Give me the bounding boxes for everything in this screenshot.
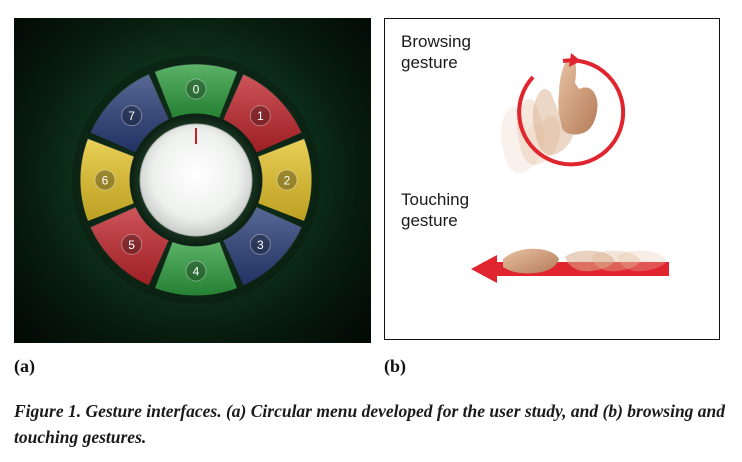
- panel-a-circular-menu: 0 1 2 3 4 5 6 7: [14, 18, 371, 343]
- touching-hand-trail: [565, 250, 667, 272]
- menu-segment-0[interactable]: [153, 63, 239, 120]
- segment-badge-2: 2: [276, 169, 298, 191]
- menu-segment-2[interactable]: [256, 137, 313, 223]
- menu-segment-6[interactable]: [79, 137, 136, 223]
- circular-arrow-icon: [517, 53, 626, 167]
- segment-badge-4: 4: [185, 260, 207, 282]
- circular-menu: 0 1 2 3 4 5 6 7: [72, 56, 320, 304]
- menu-segment-3[interactable]: [222, 206, 303, 287]
- menu-segment-7[interactable]: [89, 73, 170, 154]
- hand-icon: [558, 58, 598, 135]
- hand-icon-touch: [503, 248, 559, 274]
- segment-number-3: 3: [257, 238, 264, 252]
- segment-badge-5: 5: [121, 233, 143, 255]
- browsing-gesture-label: Browsing gesture: [401, 32, 471, 72]
- panel-b-gestures: Browsing gesture Touching gesture: [384, 18, 720, 340]
- segment-number-2: 2: [284, 174, 291, 188]
- segment-number-1: 1: [257, 109, 264, 123]
- segment-number-5: 5: [128, 238, 135, 252]
- menu-segment-5[interactable]: [89, 206, 170, 287]
- segment-badge-1: 1: [249, 105, 271, 127]
- segment-badge-3: 3: [249, 233, 271, 255]
- panel-b-label: (b): [384, 356, 406, 376]
- menu-segment-1[interactable]: [222, 73, 303, 154]
- segment-number-6: 6: [102, 174, 109, 188]
- gesture-illustration: [471, 53, 669, 283]
- segment-number-0: 0: [193, 83, 200, 97]
- segment-number-4: 4: [193, 265, 200, 279]
- menu-segment-4[interactable]: [153, 240, 239, 297]
- left-arrow-icon: [471, 255, 497, 283]
- segment-number-7: 7: [128, 109, 135, 123]
- segment-badge-0: 0: [185, 78, 207, 100]
- figure-caption: Figure 1. Gesture interfaces. (a) Circul…: [14, 401, 726, 447]
- segment-badge-7: 7: [121, 105, 143, 127]
- center-dial[interactable]: [139, 123, 253, 237]
- browsing-hand-trail: [500, 89, 577, 174]
- segment-badge-6: 6: [94, 169, 116, 191]
- panel-a-label: (a): [14, 356, 35, 376]
- touching-gesture-label: Touching gesture: [401, 190, 470, 230]
